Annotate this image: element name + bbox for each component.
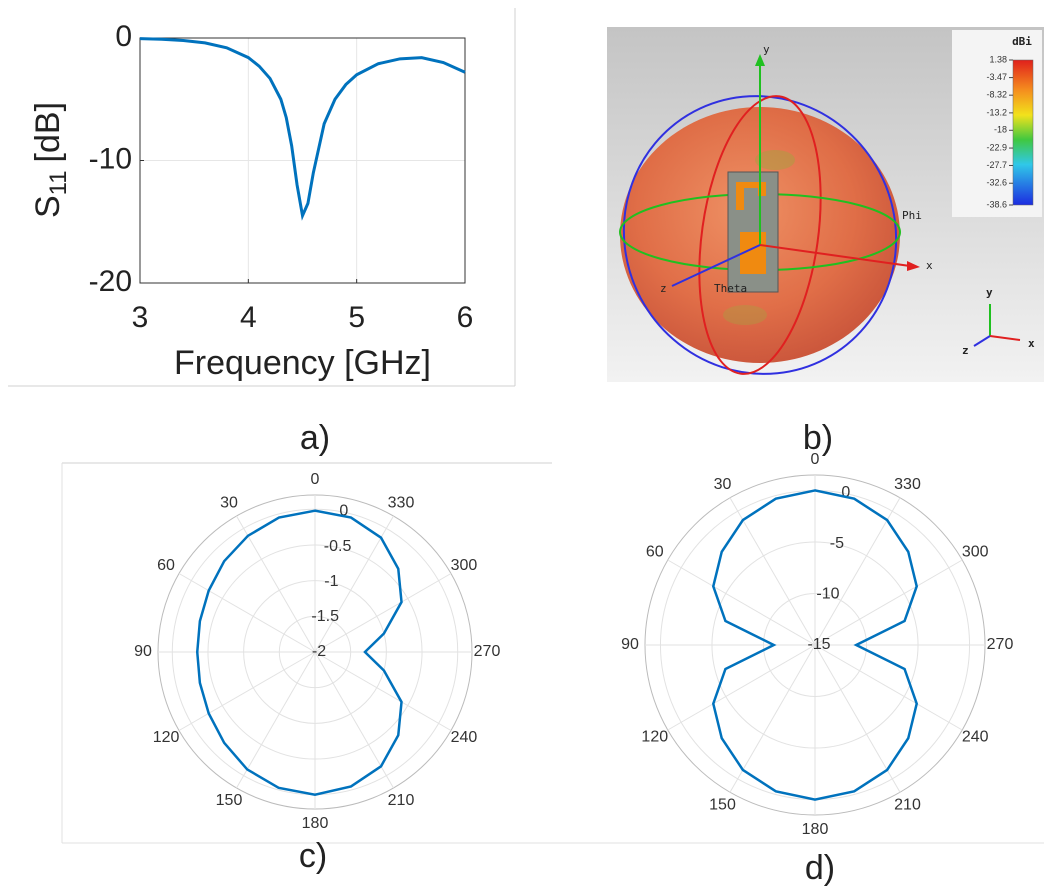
colorbar-tick-label: -13.2 <box>986 107 1007 117</box>
y-label-suffix: [dB] <box>29 102 67 162</box>
angle-tick-label: 60 <box>646 544 664 561</box>
y-tick-label: -10 <box>89 142 132 175</box>
angle-tick-label: 90 <box>134 643 152 660</box>
x-tick-label: 4 <box>240 301 257 334</box>
radial-tick-label: -1 <box>324 573 338 590</box>
panel-label: d) <box>805 849 835 887</box>
y-tick-label: 0 <box>115 20 132 53</box>
figure: dBi y x z Phi Theta y x z b) 1.38 -3.47 -8… <box>0 0 1044 892</box>
colorbar-tick-label: -8.32 <box>986 90 1007 100</box>
pattern-3d: dBi y x z Phi Theta y x z b) <box>575 27 1044 457</box>
colorbar-tick-label: -38.6 <box>986 199 1007 209</box>
y-label-main: S <box>29 195 67 218</box>
panel-label: c) <box>299 837 327 875</box>
triad-label: y <box>986 286 993 299</box>
angle-tick-label: 60 <box>157 557 175 574</box>
colorbar-tick-label: -22.9 <box>986 142 1007 152</box>
colorbar-tick-label: -3.47 <box>986 72 1007 82</box>
radial-tick-label: -5 <box>830 535 844 552</box>
radial-tick-label: -1.5 <box>311 608 339 625</box>
angle-tick-label: 300 <box>451 557 478 574</box>
angle-tick-label: 120 <box>641 729 668 746</box>
angle-tick-label: 0 <box>811 451 820 468</box>
x-axis-label: Frequency [GHz] <box>174 344 431 382</box>
angle-tick-label: 180 <box>802 821 829 838</box>
y-label-subscript: 11 <box>45 170 72 195</box>
angle-tick-label: 210 <box>894 796 921 813</box>
colorbar-tick-label: -18 <box>994 125 1007 135</box>
angle-tick-label: 300 <box>962 544 989 561</box>
angle-tick-label: 330 <box>894 476 921 493</box>
triad-label: x <box>1028 337 1035 350</box>
y-axis-label: S11 [dB] <box>29 102 72 218</box>
triad-label: z <box>962 344 969 357</box>
x-tick-label: 3 <box>132 301 149 334</box>
angle-tick-label: 150 <box>709 796 736 813</box>
radial-tick-label: -2 <box>312 643 326 660</box>
angle-tick-label: 210 <box>388 792 415 809</box>
angle-tick-label: 270 <box>474 643 501 660</box>
axis-label: y <box>763 43 770 56</box>
angle-tick-label: 90 <box>621 636 639 653</box>
panel-label: a) <box>300 419 330 457</box>
colorbar <box>1013 60 1033 205</box>
radial-tick-label: -0.5 <box>324 538 352 555</box>
y-tick-label: -20 <box>89 265 132 298</box>
angle-tick-label: 150 <box>216 792 243 809</box>
angle-tick-label: 330 <box>388 494 415 511</box>
angle-tick-label: 180 <box>302 815 329 832</box>
x-tick-label: 5 <box>348 301 365 334</box>
angle-tick-label: 30 <box>220 494 238 511</box>
radial-tick-label: -15 <box>807 636 830 653</box>
axis-label: z <box>660 282 667 295</box>
phi-label: Phi <box>902 209 922 222</box>
angle-tick-label: 270 <box>987 636 1014 653</box>
angle-tick-label: 240 <box>962 729 989 746</box>
angle-tick-label: 0 <box>311 471 320 488</box>
angle-tick-label: 240 <box>451 729 478 746</box>
angle-tick-label: 120 <box>153 729 180 746</box>
lobe-shade <box>723 305 767 325</box>
colorbar-tick-label: -27.7 <box>986 160 1007 170</box>
colorbar-label: dBi <box>1012 35 1032 48</box>
colorbar-tick-label: -32.6 <box>986 178 1007 188</box>
colorbar-tick-label: 1.38 <box>989 54 1007 64</box>
radial-tick-label: -10 <box>816 585 839 602</box>
theta-label: Theta <box>714 282 747 295</box>
angle-tick-label: 30 <box>714 476 732 493</box>
x-tick-label: 6 <box>457 301 474 334</box>
axis-label: x <box>926 259 933 272</box>
